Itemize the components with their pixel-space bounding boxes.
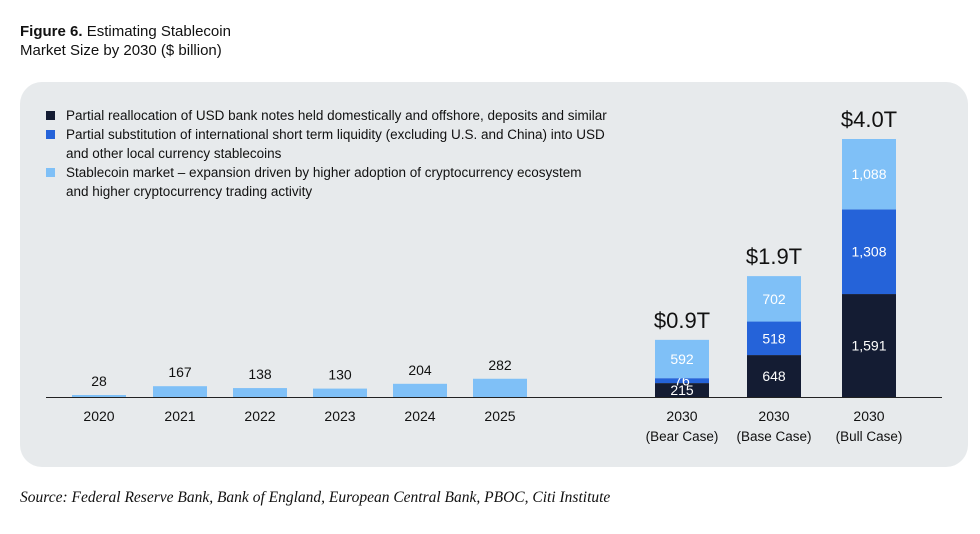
data-label: 138 <box>248 366 272 382</box>
legend-swatch-light <box>46 168 55 177</box>
bar-segment <box>655 383 709 397</box>
data-label: 1,308 <box>851 244 886 260</box>
legend-item-reallocation: Partial reallocation of USD bank notes h… <box>46 106 726 125</box>
x-tick-label: 2023 <box>324 408 355 424</box>
bar-segment <box>233 388 287 397</box>
x-tick-label: 2030 <box>666 408 697 424</box>
chart-panel <box>20 82 968 467</box>
legend-swatch-dark <box>46 111 55 120</box>
data-label: 702 <box>762 291 786 307</box>
bar-segment <box>842 139 896 210</box>
bar-segment <box>153 386 207 397</box>
bar-segment <box>72 395 126 397</box>
bar-segment <box>655 339 709 379</box>
figure-title-line2: Market Size by 2030 ($ billion) <box>20 42 222 59</box>
bar-segment <box>655 378 709 384</box>
figure-title-line1: Estimating Stablecoin <box>86 23 231 40</box>
bar-segment <box>842 209 896 295</box>
x-tick-label: 2030 <box>758 408 789 424</box>
x-tick-label: 2030 <box>853 408 884 424</box>
data-label: 282 <box>488 357 512 373</box>
data-label: 592 <box>670 351 694 367</box>
x-tick-label: 2024 <box>404 408 435 424</box>
legend-text: Stablecoin market – expansion driven by … <box>66 165 582 180</box>
x-tick-label: 2025 <box>484 408 515 424</box>
data-label: 215 <box>670 382 694 398</box>
figure-title: Figure 6. Estimating Stablecoin Market S… <box>20 22 231 60</box>
x-tick-label: 2021 <box>164 408 195 424</box>
data-label: 204 <box>408 362 432 378</box>
data-label: 167 <box>168 364 192 380</box>
total-label: $1.9T <box>746 244 802 269</box>
data-label: 1,591 <box>851 338 886 354</box>
source-note: Source: Federal Reserve Bank, Bank of En… <box>20 489 611 506</box>
data-label: 130 <box>328 367 352 383</box>
bar-segment <box>747 276 801 322</box>
data-label: 518 <box>762 330 786 346</box>
x-tick-sublabel: (Bear Case) <box>646 429 719 444</box>
x-tick-sublabel: (Base Case) <box>736 429 811 444</box>
figure-label: Figure 6. <box>20 23 83 40</box>
legend-text: and higher cryptocurrency trading activi… <box>66 184 313 199</box>
legend-item-substitution: Partial substitution of international sh… <box>46 125 726 163</box>
bar-segment <box>842 294 896 397</box>
total-label: $0.9T <box>654 308 710 333</box>
bar-segment <box>747 321 801 356</box>
x-tick-label: 2020 <box>83 408 114 424</box>
legend-text: Partial substitution of international sh… <box>66 127 605 142</box>
total-label: $4.0T <box>841 107 897 132</box>
bar-segment <box>313 388 367 397</box>
x-tick-sublabel: (Bull Case) <box>836 429 903 444</box>
data-label: 648 <box>762 368 786 384</box>
legend-item-stablecoin-market: Stablecoin market – expansion driven by … <box>46 163 726 201</box>
bar-segment <box>393 383 447 397</box>
legend-text: Partial reallocation of USD bank notes h… <box>66 108 607 123</box>
bar-segment <box>747 355 801 397</box>
data-label: 28 <box>91 373 107 389</box>
data-label: 1,088 <box>851 166 886 182</box>
x-tick-label: 2022 <box>244 408 275 424</box>
bar-segment <box>473 378 527 397</box>
legend-text: and other local currency stablecoins <box>66 146 282 161</box>
legend-swatch-blue <box>46 130 55 139</box>
chart-legend: Partial reallocation of USD bank notes h… <box>46 106 726 201</box>
